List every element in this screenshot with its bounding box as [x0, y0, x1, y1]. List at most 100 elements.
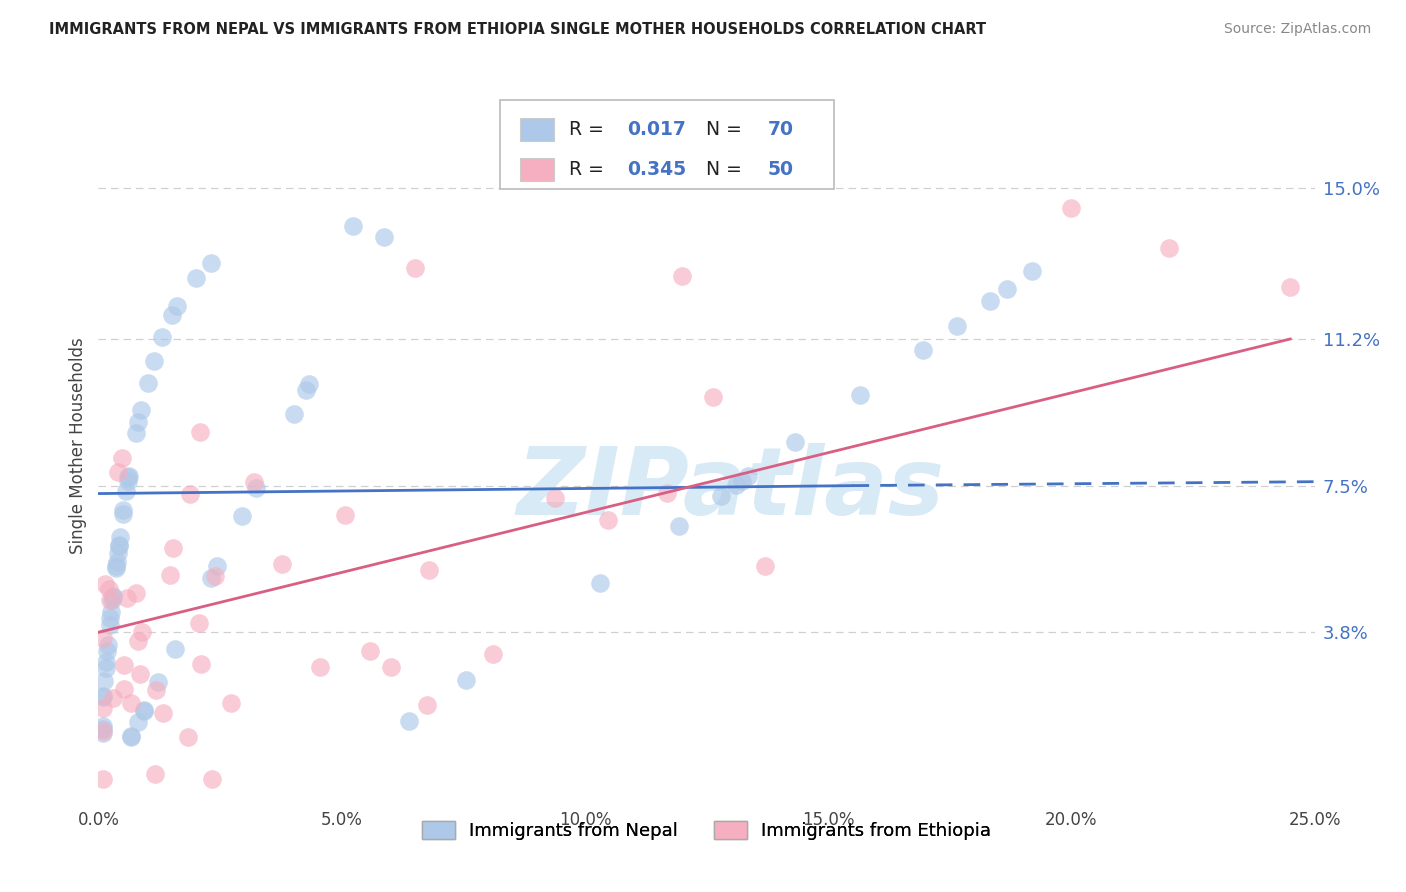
- Point: [94, 660, 117, 674]
- Point: [120, 729, 142, 743]
- Point: [785, 435, 807, 450]
- Point: [91, 632, 114, 646]
- Point: [107, 539, 129, 553]
- FancyBboxPatch shape: [520, 158, 554, 180]
- Point: [94, 577, 117, 591]
- Text: 50: 50: [768, 160, 793, 178]
- Point: [152, 329, 174, 343]
- Point: [145, 682, 167, 697]
- Point: [91, 723, 114, 738]
- Point: [129, 403, 152, 417]
- Point: [160, 308, 183, 322]
- Point: [125, 585, 148, 599]
- Point: [179, 487, 201, 501]
- Point: [398, 714, 420, 728]
- Point: [101, 589, 124, 603]
- Point: [190, 657, 212, 671]
- Point: [91, 701, 114, 715]
- Point: [91, 689, 114, 703]
- Point: [1021, 264, 1043, 278]
- Point: [163, 641, 186, 656]
- Point: [117, 474, 139, 488]
- Point: [912, 343, 935, 357]
- Point: [945, 318, 967, 333]
- Point: [117, 469, 139, 483]
- Point: [184, 271, 207, 285]
- Point: [671, 268, 693, 283]
- Point: [283, 407, 305, 421]
- Point: [152, 706, 174, 720]
- Point: [91, 723, 114, 737]
- Point: [333, 508, 356, 522]
- Point: [143, 354, 166, 368]
- Point: [101, 590, 124, 604]
- Point: [200, 571, 222, 585]
- Point: [112, 503, 135, 517]
- FancyBboxPatch shape: [520, 119, 554, 141]
- Point: [1157, 241, 1180, 255]
- Point: [204, 568, 226, 582]
- Text: R =: R =: [569, 160, 610, 178]
- Point: [200, 256, 222, 270]
- Point: [588, 576, 610, 591]
- Point: [108, 531, 131, 545]
- Point: [166, 299, 188, 313]
- Point: [724, 478, 747, 492]
- Point: [162, 541, 184, 555]
- Point: [115, 591, 138, 605]
- Point: [219, 696, 242, 710]
- Point: [201, 772, 224, 786]
- Text: Source: ZipAtlas.com: Source: ZipAtlas.com: [1223, 22, 1371, 37]
- Point: [120, 730, 142, 744]
- Point: [107, 546, 129, 560]
- Point: [731, 474, 754, 488]
- Point: [132, 704, 155, 718]
- Point: [309, 660, 332, 674]
- Point: [342, 219, 364, 234]
- Point: [125, 425, 148, 440]
- Point: [543, 491, 565, 505]
- Point: [271, 557, 294, 571]
- Text: 0.345: 0.345: [627, 160, 686, 178]
- FancyBboxPatch shape: [499, 100, 834, 189]
- Point: [754, 559, 776, 574]
- Point: [91, 726, 114, 740]
- Point: [187, 615, 209, 630]
- Point: [128, 634, 150, 648]
- Point: [668, 519, 690, 533]
- Point: [702, 390, 724, 404]
- Point: [100, 605, 122, 619]
- Point: [105, 555, 128, 569]
- Point: [1060, 201, 1083, 215]
- Point: [128, 667, 150, 681]
- Y-axis label: Single Mother Households: Single Mother Households: [69, 338, 87, 554]
- Point: [96, 643, 118, 657]
- Point: [979, 294, 1001, 309]
- Point: [298, 377, 321, 392]
- Point: [121, 696, 143, 710]
- Point: [188, 425, 211, 439]
- Point: [101, 592, 124, 607]
- Point: [97, 639, 120, 653]
- Point: [127, 714, 149, 729]
- Point: [107, 465, 129, 479]
- Point: [995, 283, 1018, 297]
- Point: [176, 731, 198, 745]
- Point: [148, 674, 170, 689]
- Point: [418, 563, 440, 577]
- Text: N =: N =: [695, 160, 748, 178]
- Point: [136, 376, 159, 391]
- Point: [91, 690, 114, 705]
- Text: ZIPatlas: ZIPatlas: [517, 442, 945, 535]
- Point: [98, 611, 121, 625]
- Point: [380, 660, 402, 674]
- Point: [159, 567, 181, 582]
- Point: [482, 647, 505, 661]
- Point: [100, 593, 122, 607]
- Point: [657, 486, 679, 500]
- Legend: Immigrants from Nepal, Immigrants from Ethiopia: Immigrants from Nepal, Immigrants from E…: [415, 814, 998, 847]
- Point: [101, 690, 124, 705]
- Point: [127, 415, 149, 429]
- Point: [131, 625, 153, 640]
- Point: [132, 703, 155, 717]
